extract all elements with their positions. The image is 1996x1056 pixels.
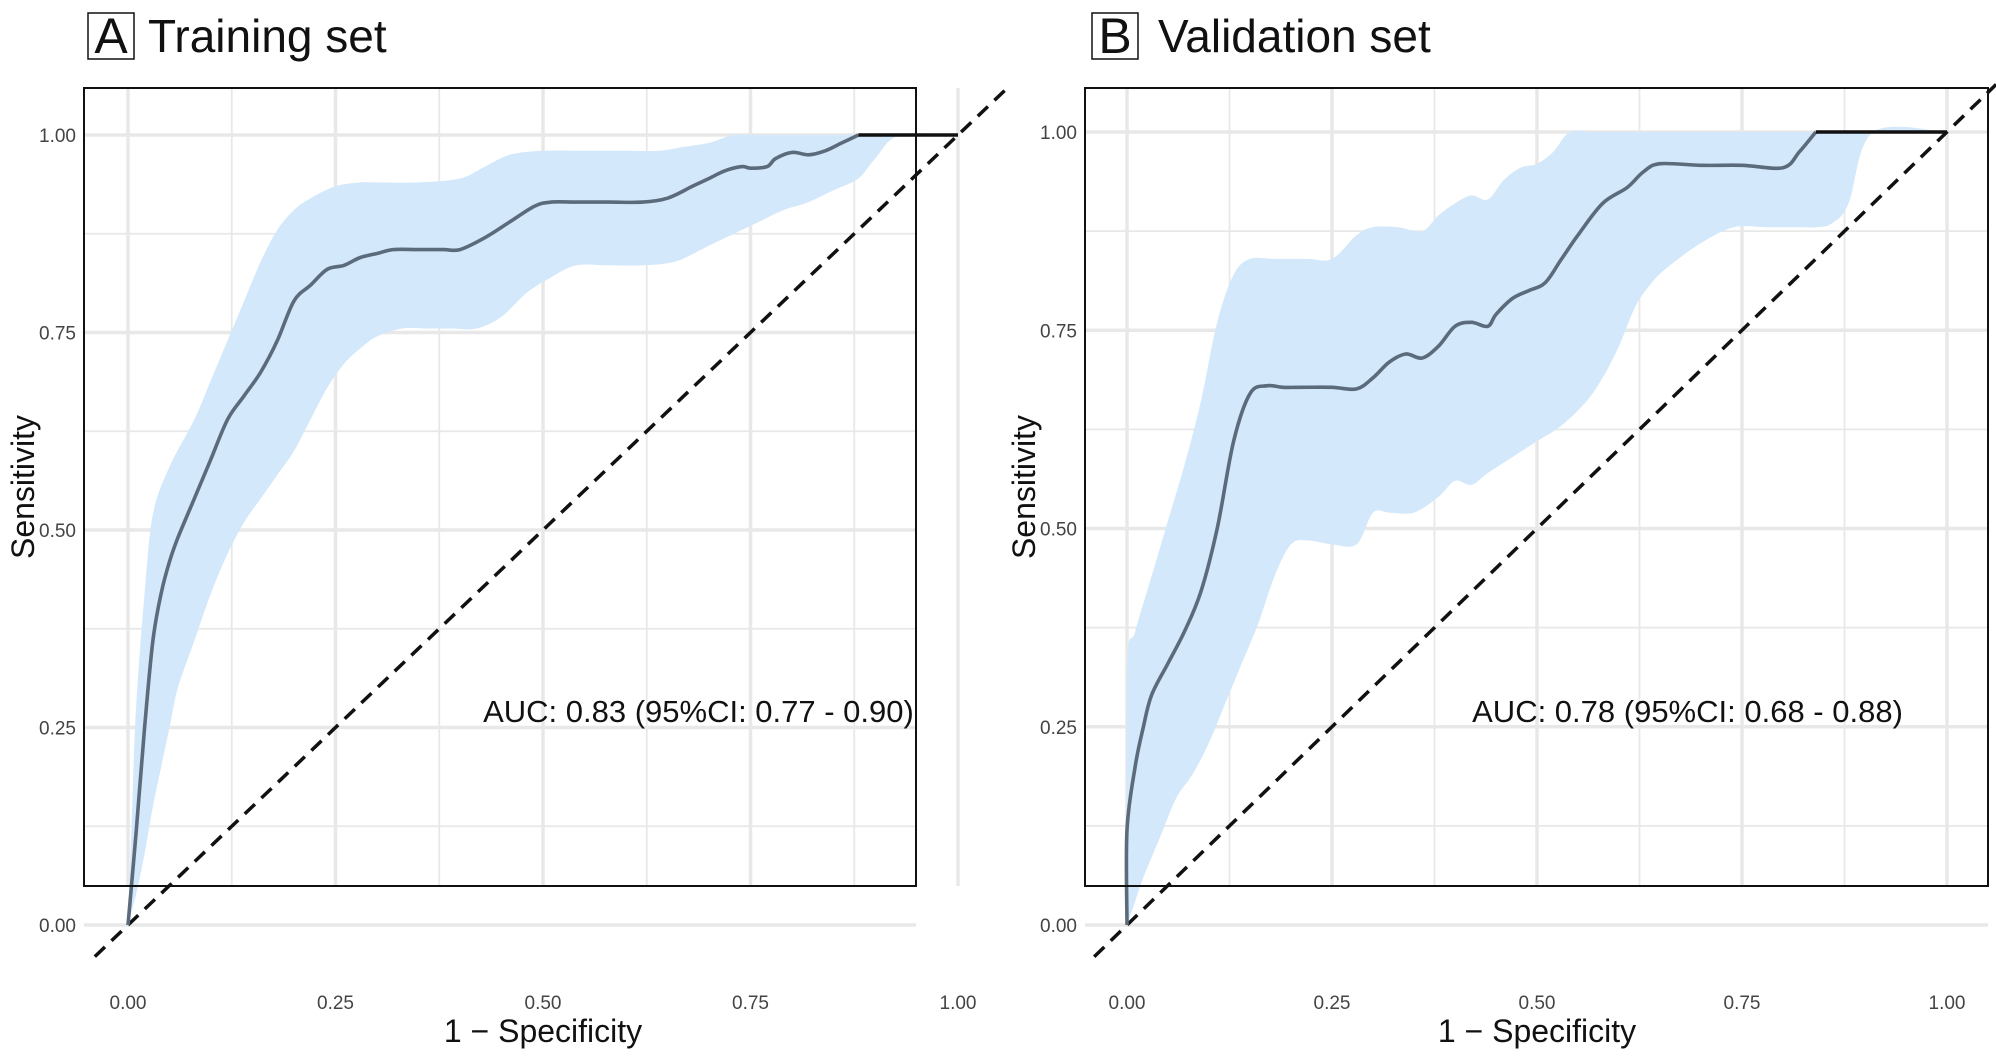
y-tick-label: 0.25	[1040, 718, 1077, 739]
x-tick-label: 1.00	[1929, 993, 1966, 1014]
panel-letter: A	[94, 8, 128, 64]
ci-band	[128, 133, 958, 925]
y-tick-label: 0.50	[1040, 520, 1077, 541]
panel-letter-box	[1091, 12, 1139, 60]
x-axis-title: 1 − Specificity	[444, 1013, 642, 1049]
plot-area: 0.00 0.00 0.25 0.25 0.50 0.50 0.75 0.75 1.00 1.00…	[1006, 83, 1996, 1049]
x-tick-label: 0.00	[110, 993, 147, 1014]
y-tick-label: 1.00	[39, 126, 76, 147]
panel-training-set: A Training set 0.000.000.250.250.500.500…	[5, 8, 1010, 1049]
y-tick-label: 0.75	[39, 324, 76, 345]
panel-title: Training set	[148, 10, 387, 62]
x-tick-label: 0.25	[317, 993, 354, 1014]
x-tick-label: 0.50	[1519, 993, 1556, 1014]
y-tick-label: 1.00	[1040, 123, 1077, 144]
x-tick-label: 1.00	[940, 993, 977, 1014]
x-tick-label: 0.75	[732, 993, 769, 1014]
panel-letter-box	[87, 12, 135, 60]
x-tick-label: 0.25	[1314, 993, 1351, 1014]
plot-area: 0.00 0.00 0.25 0.25 0.50 0.50 0.75 0.75 1.00 1.00…	[5, 86, 1010, 1049]
y-tick-label: 0.50	[39, 521, 76, 542]
panel-validation-set: B Validation set 0.00 0.00 0.25 0.25 0.50 0.5…	[1006, 8, 1996, 1049]
y-tick-label: 0.75	[1040, 321, 1077, 342]
chance-diagonal	[1092, 83, 1996, 958]
auc-annotation: AUC: 0.78 (95%CI: 0.68 - 0.88)	[1472, 694, 1903, 729]
y-tick-label: 0.00	[39, 916, 76, 937]
chance-diagonal	[93, 86, 1010, 958]
x-axis-title: 1 − Specificity	[1438, 1013, 1636, 1049]
plot-frame	[83, 87, 917, 887]
x-tick-label: 0.00	[1109, 993, 1146, 1014]
x-tick-label: 0.50	[525, 993, 562, 1014]
roc-curve	[126, 133, 860, 926]
panel-letter: B	[1098, 8, 1131, 64]
x-tick-label: 0.75	[1724, 993, 1761, 1014]
ci-band	[1126, 126, 1947, 925]
panel-title: Validation set	[1158, 10, 1431, 62]
y-axis-title: Sensitivity	[5, 415, 41, 559]
y-axis-title: Sensitivity	[1006, 415, 1042, 559]
plot-frame	[1084, 87, 1989, 887]
auc-annotation: AUC: 0.83 (95%CI: 0.77 - 0.90)	[483, 694, 914, 729]
roc-curve	[1124, 130, 1818, 926]
y-tick-label: 0.00	[1040, 916, 1077, 937]
y-tick-label: 0.25	[39, 719, 76, 740]
